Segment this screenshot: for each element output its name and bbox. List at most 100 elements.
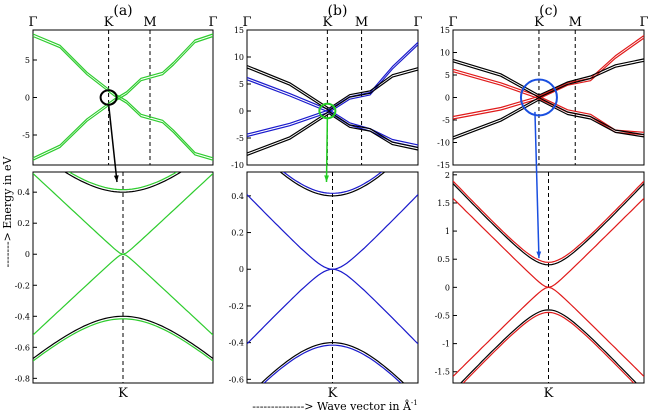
band-line-up-black xyxy=(246,67,419,112)
zoom-band-val xyxy=(33,318,213,362)
gamma-label-0-0: Γ xyxy=(28,15,37,30)
zoom-ytick-label: 2 xyxy=(445,171,450,180)
zoom-arrow-line xyxy=(107,103,118,183)
zoom-ytick-label: 0.2 xyxy=(17,219,30,228)
band-line-up-colored xyxy=(452,37,645,120)
zoom-ytick-label: -1.5 xyxy=(435,368,450,377)
zoom-ytick-label: -0.2 xyxy=(15,281,30,290)
panel-label-1: (b) xyxy=(328,3,348,19)
zoom-band-val xyxy=(462,311,635,383)
top-ytick-label: -10 xyxy=(437,139,450,148)
zoom-band-val xyxy=(33,315,213,359)
gamma-label-1-0: Γ xyxy=(242,15,251,30)
top-ytick-label: 5 xyxy=(25,56,30,65)
zoom-band-cond xyxy=(453,180,644,263)
zoom-ytick-label: -0.8 xyxy=(15,374,30,383)
band-line-up-colored xyxy=(452,35,645,118)
gamma-label-2-0: Γ xyxy=(448,15,457,30)
top-axes-frame-1 xyxy=(246,29,419,166)
zoom-ytick-label: -0.2 xyxy=(229,302,244,311)
zoom-band-val xyxy=(260,341,405,383)
zoom-ytick-label: -0.6 xyxy=(229,375,244,384)
panel-label-0: (a) xyxy=(113,3,132,19)
band-line-lower xyxy=(32,35,214,161)
zoom-arrow-line xyxy=(325,117,329,183)
top-ytick-label: 0 xyxy=(239,107,244,116)
zoom-band-val xyxy=(460,309,638,383)
zoom-ytick-label: 1 xyxy=(445,227,450,236)
zoom-ytick-label: -0.4 xyxy=(15,312,30,321)
zoom-arrow-head xyxy=(113,175,119,182)
zoom-ytick-label: 0.4 xyxy=(231,192,244,201)
band-line-down-colored xyxy=(452,68,645,133)
zoom-ytick-label: 0.2 xyxy=(231,229,244,238)
top-ytick-label: 0 xyxy=(25,94,30,103)
k-point-label-1-1: K xyxy=(323,15,333,30)
zoom-ellipse xyxy=(519,78,558,117)
band-line-up-black xyxy=(452,58,645,96)
panel-label-2: (c) xyxy=(539,3,558,19)
zoom-ytick-label: -0.5 xyxy=(435,311,450,320)
zoom-ytick-label: 0.4 xyxy=(17,188,30,197)
top-ytick-label: 5 xyxy=(445,71,450,80)
m-point-label-1-2: M xyxy=(355,15,368,30)
zoom-ytick-label: 1.5 xyxy=(437,199,450,208)
gamma-label-0-3: Γ xyxy=(208,15,217,30)
top-ytick-label: 15 xyxy=(440,26,450,35)
y-axis-label: -------> Energy in eV xyxy=(1,155,14,267)
band-line-down-black xyxy=(246,113,419,156)
top-axes-frame-2 xyxy=(452,29,645,166)
zoom-ytick-label: -1 xyxy=(442,340,450,349)
top-ytick-label: 0 xyxy=(445,94,450,103)
zoom-arrow-head xyxy=(324,175,329,182)
k-point-label-2-1: K xyxy=(534,15,544,30)
zoom-ytick-label: 0 xyxy=(239,265,244,274)
m-point-label-0-2: M xyxy=(143,15,156,30)
top-ytick-label: 15 xyxy=(234,26,244,35)
zoom-ytick-label: -0.4 xyxy=(229,339,244,348)
zoom-band-cond xyxy=(453,183,644,266)
zoom-band-dirac-down xyxy=(453,286,644,377)
top-ytick-label: -5 xyxy=(22,131,30,140)
top-ytick-label: 10 xyxy=(234,53,244,62)
zoom-k-label: K xyxy=(328,386,338,401)
top-ytick-label: 10 xyxy=(440,49,450,58)
zoom-band-cond xyxy=(282,172,383,194)
x-axis-label: --------------> Wave vector in Å-1 xyxy=(252,399,417,413)
zoom-ytick-label: 0.5 xyxy=(437,255,450,264)
band-line-upper xyxy=(32,33,214,159)
top-ytick-label: -5 xyxy=(442,116,450,125)
band-line-up-black xyxy=(452,60,645,98)
gamma-label-2-3: Γ xyxy=(639,15,648,30)
zoom-ytick-label: -0.6 xyxy=(15,343,30,352)
zoom-band-dirac-down xyxy=(33,253,213,336)
zoom-k-label: K xyxy=(118,386,128,401)
zoom-band-dirac-down xyxy=(247,268,418,345)
m-point-label-2-2: M xyxy=(569,15,582,30)
zoom-band-val xyxy=(263,344,402,383)
x-axis-label-prefix: --------------> Wave vector in xyxy=(252,400,403,413)
band-line-down-black xyxy=(246,110,419,154)
k-point-label-0-1: K xyxy=(104,15,114,30)
x-axis-label-exponent: -1 xyxy=(411,399,418,407)
band-line-up-black xyxy=(246,64,419,109)
band-line-up-colored xyxy=(246,44,419,138)
top-ytick-label: -10 xyxy=(231,161,244,170)
zoom-arrow-line xyxy=(534,111,540,259)
zoom-ytick-label: 0 xyxy=(25,250,30,259)
top-ytick-label: 5 xyxy=(239,80,244,89)
zoom-band-cond xyxy=(63,172,183,193)
zoom-ytick-label: 0 xyxy=(445,283,450,292)
band-line-down-colored xyxy=(246,76,419,146)
zoom-k-label: K xyxy=(544,386,554,401)
band-line-lower xyxy=(32,33,214,159)
top-ytick-label: -15 xyxy=(437,161,450,170)
gamma-label-1-3: Γ xyxy=(413,15,422,30)
band-line-down-black xyxy=(452,99,645,140)
zoom-band-cond xyxy=(279,172,386,197)
band-line-upper xyxy=(32,35,214,161)
top-ytick-label: -5 xyxy=(236,134,244,143)
x-axis-label-unit: Å xyxy=(402,399,412,413)
zoom-arrow-head xyxy=(536,251,542,259)
